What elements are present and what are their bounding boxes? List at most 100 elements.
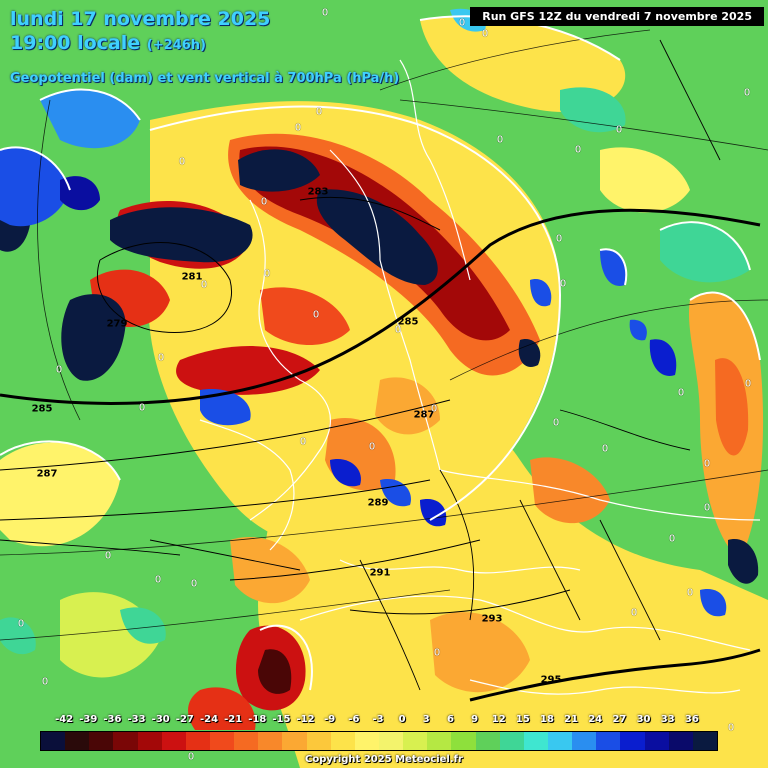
zero-contour-label: 0 <box>154 574 162 586</box>
legend-swatch <box>475 732 500 750</box>
legend-swatch <box>644 732 669 750</box>
zero-contour-label: 0 <box>601 443 609 455</box>
zero-contour-label: 0 <box>496 134 504 146</box>
legend-tick-label: 24 <box>588 714 603 725</box>
zero-contour-label: 0 <box>559 278 567 290</box>
forecast-time: 19:00 locale (+246h) <box>10 32 206 54</box>
zero-contour-label: 0 <box>263 268 271 280</box>
zero-contour-label: 0 <box>552 417 560 429</box>
zero-contour-label: 0 <box>321 7 329 19</box>
geopotential-contour-label: 287 <box>36 468 58 480</box>
legend-tick-label: 12 <box>491 714 506 725</box>
legend-swatch <box>427 732 452 750</box>
legend-swatch <box>306 732 331 750</box>
legend-tick-label: -21 <box>224 714 243 725</box>
legend-tick-label: 27 <box>612 714 627 725</box>
zero-contour-label: 0 <box>368 441 376 453</box>
legend-tick-label: 21 <box>564 714 579 725</box>
zero-contour-label: 0 <box>157 352 165 364</box>
legend-tick-label: -12 <box>296 714 315 725</box>
legend-swatch <box>499 732 524 750</box>
zero-contour-label: 0 <box>190 578 198 590</box>
zero-contour-label: 0 <box>299 436 307 448</box>
zero-contour-label: 0 <box>178 156 186 168</box>
geopotential-contour-label: 285 <box>397 316 419 328</box>
zero-contour-label: 0 <box>458 17 466 29</box>
legend-tick-label: -36 <box>103 714 122 725</box>
legend-tick-label: -42 <box>55 714 74 725</box>
legend-swatch <box>234 732 259 750</box>
legend-swatch <box>209 732 235 750</box>
legend-swatch <box>185 732 210 750</box>
zero-contour-label: 0 <box>138 402 146 414</box>
geopotential-contour-label: 283 <box>307 186 329 198</box>
legend-tick-label: 15 <box>515 714 530 725</box>
legend-tick-label: -33 <box>127 714 146 725</box>
legend-swatch <box>596 732 621 750</box>
zero-contour-label: 0 <box>744 378 752 390</box>
geopotential-contour-label: 293 <box>481 613 503 625</box>
copyright: Copyright 2025 Meteociel.fr <box>305 754 463 765</box>
zero-contour-label: 0 <box>17 618 25 630</box>
legend-swatch <box>161 732 186 750</box>
zero-contour-label: 0 <box>668 533 676 545</box>
zero-contour-label: 0 <box>630 607 638 619</box>
geopotential-contour-label: 289 <box>367 497 389 509</box>
legend-tick-label: -9 <box>324 714 336 725</box>
legend-tick-label: -3 <box>372 714 384 725</box>
legend-tick-label: -6 <box>348 714 360 725</box>
legend-swatch <box>403 732 428 750</box>
forecast-date: lundi 17 novembre 2025 <box>10 8 271 30</box>
legend-tick-label: -30 <box>151 714 170 725</box>
legend-tick-label: -24 <box>199 714 219 725</box>
zero-contour-label: 0 <box>677 387 685 399</box>
color-legend <box>40 731 718 751</box>
legend-swatch <box>572 732 597 750</box>
legend-swatch <box>668 732 693 750</box>
zero-contour-label: 0 <box>727 722 735 734</box>
legend-tick-label: 18 <box>540 714 554 725</box>
geopotential-contour-label: 287 <box>413 409 435 421</box>
zero-contour-label: 0 <box>481 28 489 40</box>
zero-contour-label: 0 <box>312 309 320 321</box>
legend-swatch <box>547 732 573 750</box>
legend-tick-label: -27 <box>175 714 194 725</box>
forecast-lead: (+246h) <box>146 38 206 53</box>
legend-tick-label: 6 <box>446 714 454 725</box>
forecast-time-label: 19:00 locale <box>10 32 141 54</box>
legend-swatch <box>41 732 66 750</box>
zero-contour-label: 0 <box>294 122 302 134</box>
geopotential-contour-label: 281 <box>181 271 203 283</box>
legend-swatch <box>523 732 548 750</box>
zero-contour-label: 0 <box>104 550 112 562</box>
legend-swatch <box>65 732 90 750</box>
zero-contour-label: 0 <box>41 676 49 688</box>
zero-contour-label: 0 <box>55 364 63 376</box>
run-info: Run GFS 12Z du vendredi 7 novembre 2025 <box>470 7 764 26</box>
legend-tick-label: 36 <box>684 714 699 725</box>
legend-tick-label: 9 <box>471 714 479 725</box>
zero-contour-label: 0 <box>574 144 582 156</box>
legend-swatch <box>258 732 283 750</box>
zero-contour-label: 0 <box>187 751 195 763</box>
legend-swatch <box>692 732 717 750</box>
legend-swatch <box>451 732 476 750</box>
zero-contour-label: 0 <box>743 87 751 99</box>
zero-contour-label: 0 <box>200 279 208 291</box>
legend-tick-label: 3 <box>422 714 430 725</box>
legend-tick-label: -18 <box>248 714 267 725</box>
zero-contour-label: 0 <box>394 324 402 336</box>
legend-swatch <box>113 732 138 750</box>
geopotential-contour-label: 279 <box>106 318 128 330</box>
zero-contour-label: 0 <box>430 403 438 415</box>
legend-tick-label: -15 <box>272 714 291 725</box>
geopotential-contour-label: 295 <box>540 674 562 686</box>
legend-tick-label: 0 <box>398 714 406 725</box>
legend-swatch <box>137 732 162 750</box>
legend-swatch <box>354 732 379 750</box>
zero-contour-label: 0 <box>703 458 711 470</box>
zero-contour-label: 0 <box>686 587 694 599</box>
legend-swatch <box>282 732 307 750</box>
